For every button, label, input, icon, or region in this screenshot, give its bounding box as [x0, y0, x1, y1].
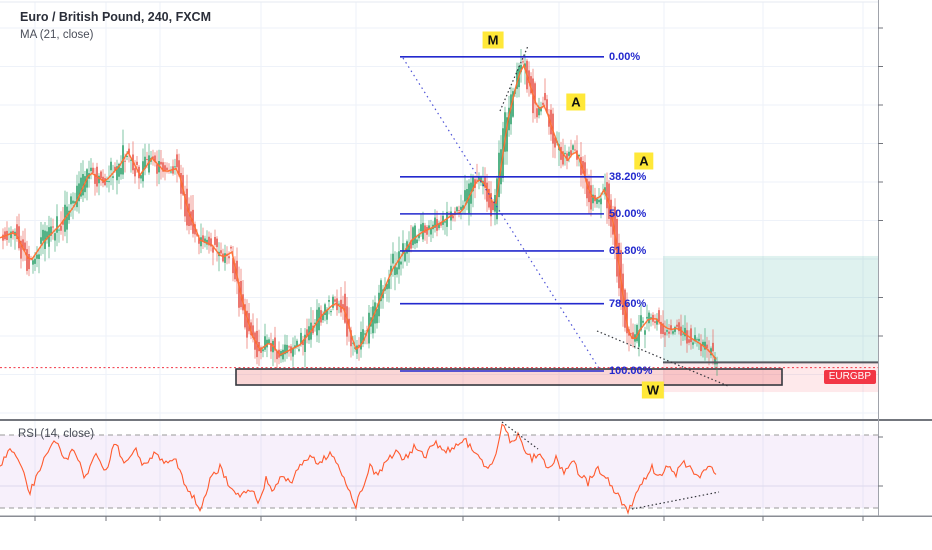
support-rectangle-drawing[interactable] — [235, 368, 783, 386]
rsi-line[interactable] — [0, 423, 717, 515]
ma-line[interactable] — [0, 63, 717, 360]
gridlines — [0, 1, 878, 516]
chart-legend: Euro / British Pound, 240, FXCM MA (21, … — [20, 8, 211, 44]
trendline-drawing-0[interactable] — [499, 45, 529, 112]
fib-level-label-1[interactable]: 38.20% — [609, 170, 647, 183]
text-marker-a-2[interactable]: A — [634, 152, 654, 170]
fib-level-label-2[interactable]: 50.00% — [609, 207, 647, 220]
candlesticks — [2, 49, 718, 376]
order-symbol-tag: EURGBP — [823, 369, 876, 384]
fib-baseline[interactable] — [402, 57, 601, 371]
text-marker-w-3[interactable]: W — [641, 381, 665, 399]
symbol-title[interactable]: Euro / British Pound, 240, FXCM — [20, 10, 211, 24]
fib-level-label-0[interactable]: 0.00% — [609, 50, 641, 63]
rsi-band — [0, 435, 878, 508]
text-marker-m-0[interactable]: M — [482, 31, 504, 49]
rsi-trendline-drawing-0[interactable] — [501, 421, 539, 450]
price-axis[interactable]: 0.940000.930000.920000.910000.900000.890… — [879, 0, 932, 516]
rsi-trendline-drawing-1[interactable] — [631, 491, 720, 510]
long-position-profit-zone[interactable] — [663, 255, 878, 363]
text-marker-a-1[interactable]: A — [566, 93, 586, 111]
ma-indicator-legend[interactable]: MA (21, close) — [20, 29, 94, 41]
fib-level-label-4[interactable]: 78.60% — [609, 297, 647, 310]
pane-separator[interactable] — [0, 419, 932, 421]
fib-level-label-5[interactable]: 100.00% — [609, 364, 653, 377]
fib-level-label-3[interactable]: 61.80% — [609, 244, 647, 257]
time-axis[interactable]: Oct52019MarMayJulSepNov2020Mar — [0, 517, 932, 550]
rsi-indicator-legend[interactable]: RSI (14, close) — [18, 428, 95, 440]
